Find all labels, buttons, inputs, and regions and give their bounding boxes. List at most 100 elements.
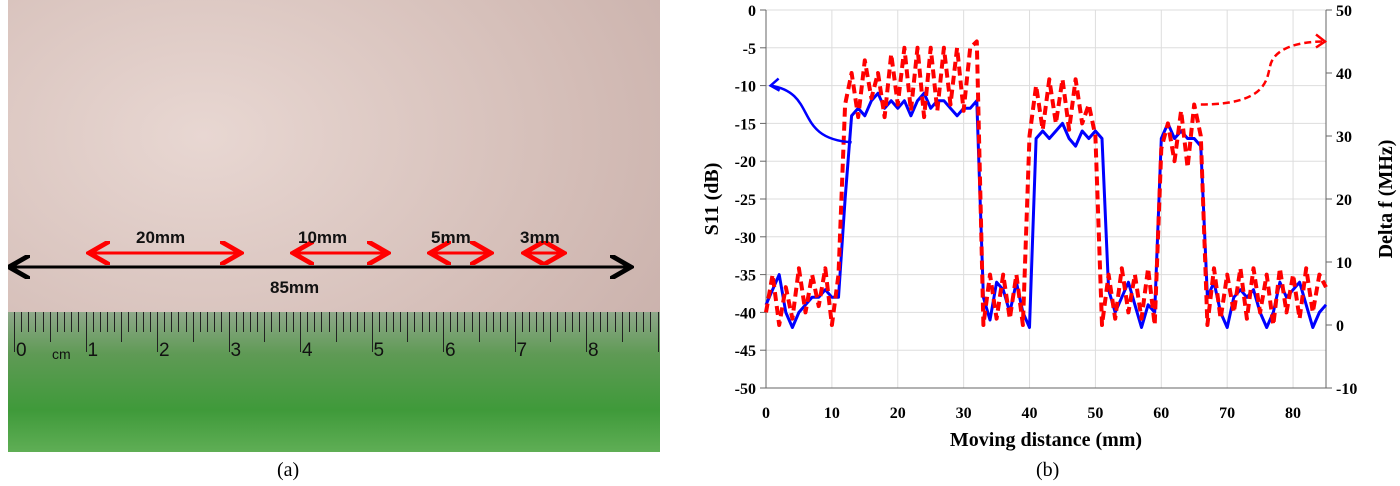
ruler-tick xyxy=(300,312,301,352)
ruler-tick xyxy=(564,312,566,332)
label-20mm: 20mm xyxy=(136,228,186,247)
ruler-tick xyxy=(593,312,595,332)
ruler-tick xyxy=(571,312,573,332)
ruler-tick xyxy=(199,312,201,332)
label-3mm: 3mm xyxy=(520,228,560,247)
ruler-number: 3 xyxy=(230,340,242,361)
y2-axis-label: Delta f (MHz) xyxy=(1375,140,1397,259)
ruler-tick xyxy=(235,312,237,332)
xtick-label: 30 xyxy=(956,405,972,422)
y2tick-label: 10 xyxy=(1336,255,1352,272)
series-line-s11 xyxy=(764,91,1328,329)
ruler-tick xyxy=(614,312,616,332)
ruler-tick xyxy=(64,312,66,332)
ruler-tick xyxy=(328,312,330,332)
label-5mm: 5mm xyxy=(431,228,471,247)
ruler-number: 2 xyxy=(159,340,170,361)
ruler-tick xyxy=(71,312,73,332)
ruler-tick xyxy=(157,312,158,352)
ruler-tick xyxy=(21,312,23,332)
ruler-number: 0 xyxy=(16,340,27,361)
xtick-label: 70 xyxy=(1219,405,1235,422)
ruler-tick xyxy=(493,312,495,332)
ytick-label: -30 xyxy=(735,230,756,247)
ruler-tick xyxy=(371,312,373,352)
y2tick-label: 40 xyxy=(1336,66,1352,83)
ruler-tick xyxy=(207,312,209,332)
xtick-label: 50 xyxy=(1087,405,1103,422)
ruler-tick xyxy=(121,312,123,342)
xtick-label: 60 xyxy=(1153,405,1169,422)
s11-deltaf-chart: 0 -5 -10 -15 -20 -25 -30 -35 -40 -45 -50 0 10 20 30 40 5… xyxy=(701,3,1397,451)
ruler-tick xyxy=(49,312,51,342)
ruler-tick xyxy=(643,312,645,332)
ruler-tick xyxy=(28,312,30,332)
xtick-label: 80 xyxy=(1285,405,1301,422)
ruler-tick xyxy=(214,312,216,332)
ruler-tick xyxy=(42,312,44,332)
ytick-label: -50 xyxy=(735,381,756,398)
y2tick-label: 0 xyxy=(1336,318,1344,335)
ruler-tick xyxy=(535,312,537,332)
ruler-tick xyxy=(600,312,602,332)
y2tick-label: 20 xyxy=(1336,192,1352,209)
ruler-tick xyxy=(578,312,580,332)
ruler-tick xyxy=(114,312,116,332)
ruler-tick xyxy=(464,312,466,332)
ruler-tick xyxy=(650,312,652,332)
y2tick-label: -10 xyxy=(1336,381,1357,398)
ruler xyxy=(8,312,660,452)
ruler-tick xyxy=(292,312,294,332)
label-10mm: 10mm xyxy=(298,228,348,247)
ytick-label: -10 xyxy=(735,79,756,96)
ruler-tick xyxy=(185,312,187,332)
ruler-tick xyxy=(128,312,130,332)
caption-a: (a) xyxy=(277,459,300,481)
s11-axis-arrow xyxy=(770,84,852,144)
ruler-tick xyxy=(400,312,402,332)
ruler-tick xyxy=(221,312,223,332)
ruler-tick xyxy=(271,312,273,332)
ruler-tick xyxy=(450,312,452,332)
ruler-tick xyxy=(242,312,244,332)
ytick-label: -35 xyxy=(735,268,756,285)
ruler-tick xyxy=(514,312,516,352)
ruler-tick xyxy=(56,312,58,332)
ytick-label: -25 xyxy=(735,192,756,209)
series-line-delta-f xyxy=(764,39,1328,327)
ruler-tick xyxy=(106,312,108,332)
ruler-tick xyxy=(407,312,409,342)
ruler-tick xyxy=(364,312,366,332)
ruler-tick xyxy=(435,312,437,332)
ruler-tick xyxy=(586,312,587,352)
ruler-tick xyxy=(178,312,180,332)
ruler-tick xyxy=(457,312,459,332)
ruler-number: 9 xyxy=(660,340,661,362)
ruler-tick xyxy=(621,312,623,342)
ruler-tick xyxy=(99,312,101,332)
ruler-tick xyxy=(636,312,638,332)
ruler-tick xyxy=(321,312,323,332)
ruler-tick xyxy=(628,312,630,332)
xtick-label: 10 xyxy=(824,405,840,422)
ruler-number: 8 xyxy=(588,340,599,361)
ruler-tick xyxy=(171,312,173,332)
ruler-tick xyxy=(421,312,423,332)
ruler-tick xyxy=(350,312,352,332)
ruler-tick xyxy=(249,312,251,332)
ruler-tick xyxy=(285,312,287,332)
ytick-label: 0 xyxy=(748,3,756,20)
ruler-tick xyxy=(443,312,444,352)
ruler-tick xyxy=(657,312,659,352)
deltaf-arrowhead xyxy=(1315,33,1328,49)
y2tick-label: 50 xyxy=(1336,3,1352,20)
ruler-tick xyxy=(135,312,137,332)
ruler-tick xyxy=(507,312,509,332)
ruler-tick xyxy=(278,312,280,332)
ruler-tick xyxy=(550,312,552,342)
ytick-label: -15 xyxy=(735,116,756,133)
ytick-label: -5 xyxy=(743,41,756,58)
s11-arrowhead xyxy=(768,77,781,92)
ruler-unit: cm xyxy=(52,346,71,362)
xtick-label: 20 xyxy=(890,405,906,422)
